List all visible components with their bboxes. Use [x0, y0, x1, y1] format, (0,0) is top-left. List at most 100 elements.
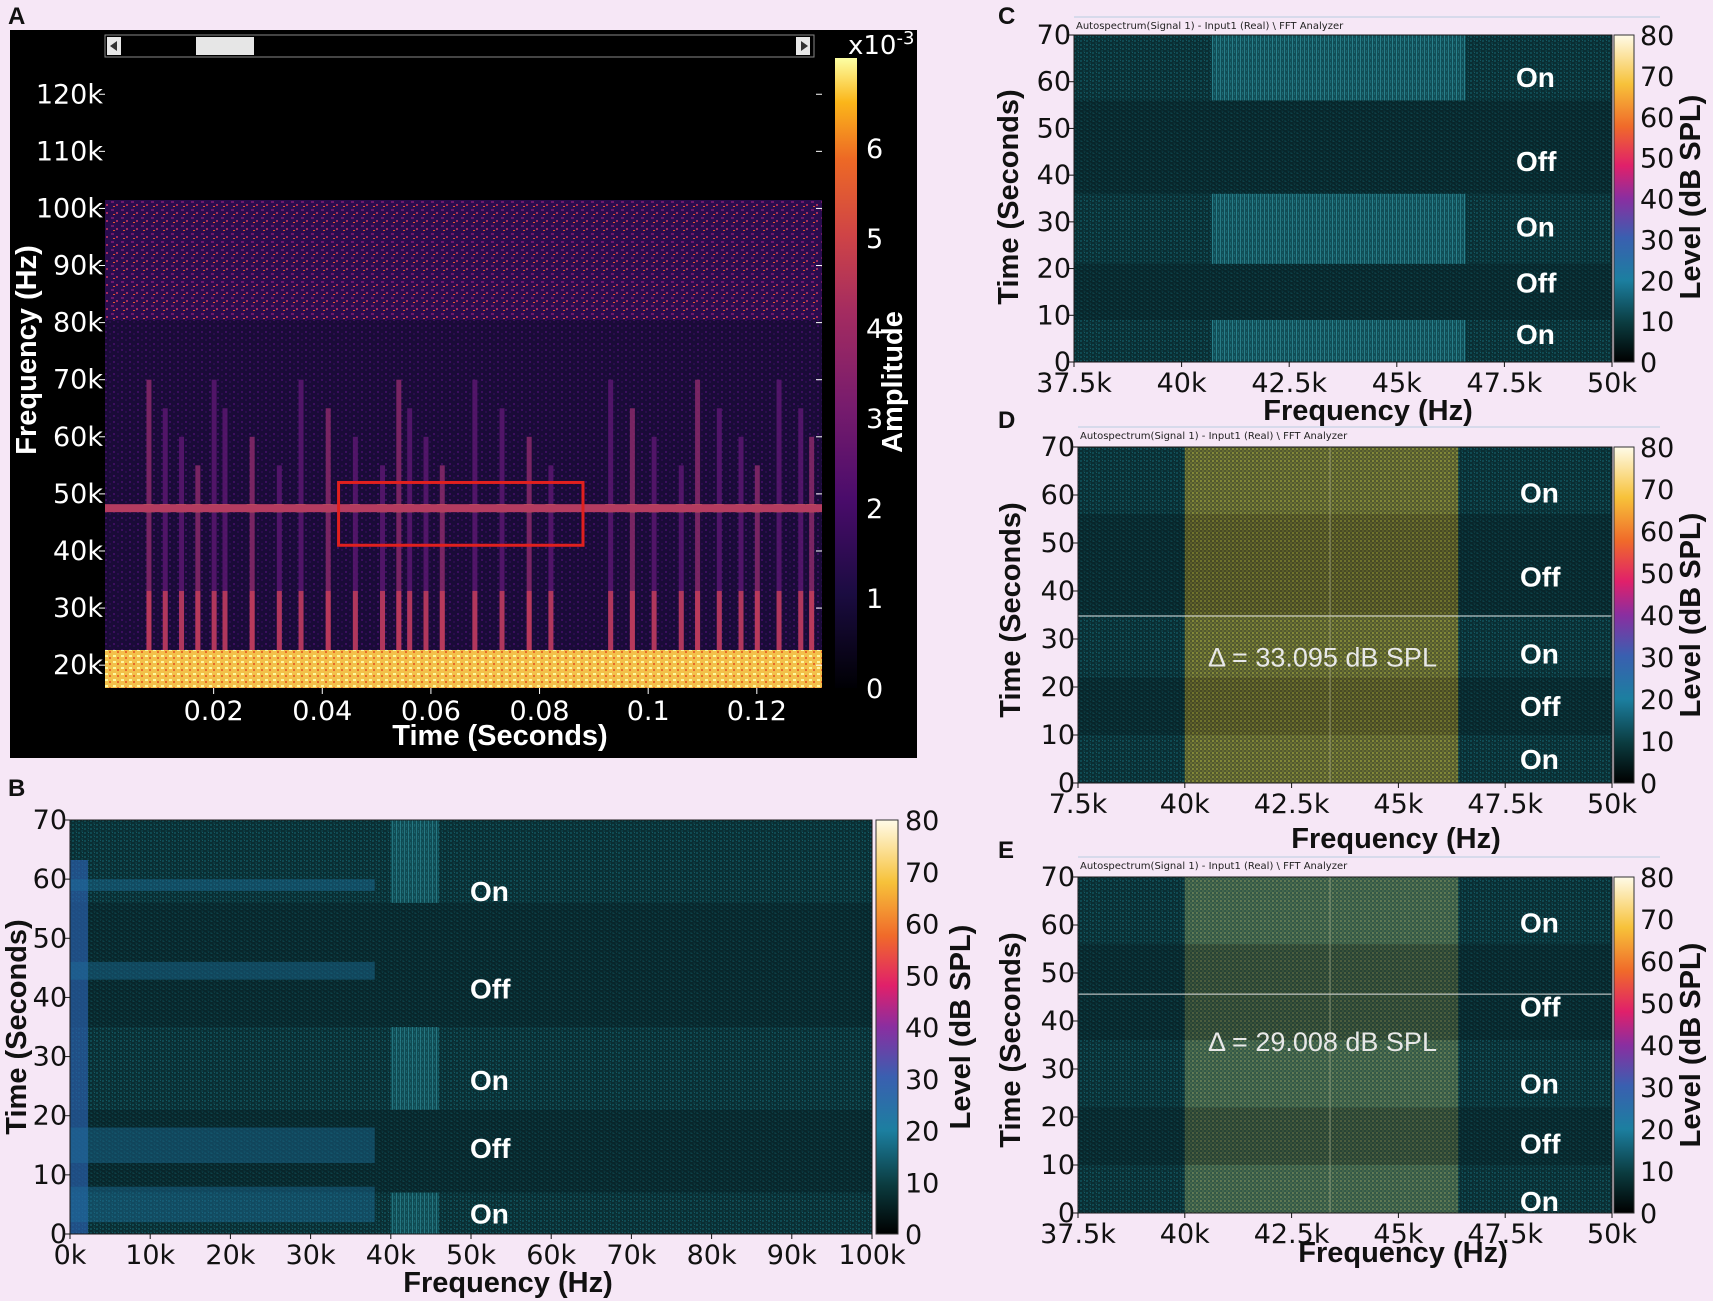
pulse-streak [396, 379, 402, 654]
y-tick-label: 40 [1041, 576, 1075, 607]
y-tick-label: 20 [1041, 672, 1075, 703]
y-tick-label: 50 [33, 923, 67, 954]
panel-a-scrollbar[interactable] [104, 34, 815, 58]
pulse-streak-base [407, 590, 413, 654]
tone-on-region [390, 1027, 439, 1110]
colorbar-tick-label: 0 [905, 1220, 922, 1251]
panel-e-states: On Off On Off On [1520, 908, 1561, 1217]
pulse-streak [754, 465, 760, 654]
colorbar-tick-label: 50 [1640, 989, 1674, 1020]
x-tick-label: 47.5k [1467, 789, 1543, 820]
x-tick-label: 45k [1373, 789, 1423, 820]
colorbar-tick-label: 40 [905, 1013, 939, 1044]
selected-band [1184, 877, 1459, 1213]
panel-label-e: E [998, 837, 1014, 864]
panel-b-colorbar [875, 819, 899, 1235]
pulse-streak-base [716, 590, 722, 654]
colorbar-tick-label: 10 [1640, 307, 1674, 338]
pulse-streak [211, 379, 217, 654]
panel-a-colorbar-label: Amplitude [877, 311, 909, 453]
panel-a-empty-region [105, 60, 822, 200]
state-label: Off [1516, 268, 1557, 299]
colorbar-tick-label: 5 [866, 224, 883, 255]
x-tick-label: 50k [1587, 789, 1637, 820]
state-label: On [1516, 319, 1555, 350]
colorbar-tick-label: 10 [1640, 1157, 1674, 1188]
pulse-streak [809, 436, 815, 654]
tone-on-region [1211, 319, 1466, 362]
x-tick-label: 40k [366, 1240, 416, 1271]
panel-b-y-ticks: 0 10 20 30 40 50 60 70 [33, 805, 70, 1250]
y-tick-label: 50 [1037, 113, 1071, 144]
y-tick-label: 60 [1041, 910, 1075, 941]
pulse-streak-base [738, 590, 744, 654]
pulse-streak-base [179, 590, 185, 654]
y-tick-label: 30 [1041, 624, 1075, 655]
pulse-streak-base [249, 590, 255, 654]
y-tick-label: 80k [53, 308, 103, 339]
colorbar-tick-label: 50 [1640, 144, 1674, 175]
pulse-streak-base [472, 590, 478, 654]
panel-c-header: Autospectrum(Signal 1) - Input1 (Real) \… [1076, 21, 1344, 32]
panel-d-colorbar [1613, 446, 1635, 784]
tone-on-region [390, 820, 439, 903]
pulse-streak [716, 408, 722, 654]
colorbar-tick-label: 20 [905, 1117, 939, 1148]
y-tick-label: 110k [36, 136, 104, 167]
colorbar-tick-label: 70 [1640, 475, 1674, 506]
panel-e-colorbar [1613, 876, 1635, 1214]
panel-c-plot [1073, 34, 1613, 363]
panel-a-high-noise [105, 200, 822, 320]
x-tick-label: 0k [54, 1240, 87, 1271]
pulse-streak [608, 379, 614, 654]
panel-d-states: On Off On Off On [1520, 478, 1561, 775]
y-tick-label: 10 [33, 1160, 67, 1191]
y-tick-label: 70 [1037, 20, 1071, 51]
scrollbar-track[interactable] [104, 34, 815, 58]
panel-a-tone-line [105, 504, 822, 513]
plot-frame [1077, 446, 1613, 784]
panel-c-y-label: Time (Seconds) [993, 89, 1025, 304]
colorbar-tick-label: 80 [905, 806, 939, 837]
colorbar-tick-label: 0 [866, 674, 883, 705]
pulse-streak [472, 379, 478, 654]
y-tick-label: 10 [1041, 720, 1075, 751]
state-label: On [1520, 744, 1559, 775]
pulse-streak [179, 436, 185, 654]
y-tick-label: 70 [1041, 432, 1075, 463]
y-tick-label: 120k [36, 79, 104, 110]
y-tick-label: 60 [33, 864, 67, 895]
colorbar-tick-label: 4 [866, 314, 883, 345]
x-tick-label: 37.5k [1036, 368, 1112, 399]
colorbar-tick-label: 80 [1640, 433, 1674, 464]
x-tick-label: 47.5k [1467, 368, 1543, 399]
pulse-streak-base [608, 590, 614, 654]
colorbar-tick-label: 20 [1640, 1115, 1674, 1146]
x-tick-label: 40k [1160, 1219, 1210, 1250]
off-period-shade [70, 902, 872, 1027]
y-tick-label: 10 [1037, 300, 1071, 331]
pulse-streak-base [146, 590, 152, 654]
state-label: On [470, 1065, 509, 1096]
x-tick-label: 70k [606, 1240, 656, 1271]
pulse-streak-base [629, 590, 635, 654]
panel-b-plot [69, 819, 873, 1235]
panel-a-colorbar [835, 58, 857, 688]
colorbar-tick-label: 80 [1640, 21, 1674, 52]
panel-c-states: On Off On Off On [1516, 62, 1557, 350]
pulse-streak-base [754, 590, 760, 654]
band-off-shade [1184, 514, 1459, 615]
pulse-streak-base [298, 590, 304, 654]
scrollbar-thumb[interactable] [196, 37, 254, 55]
low-frequency-noise [70, 860, 88, 1234]
state-label: Off [1520, 992, 1561, 1023]
y-tick-label: 0 [1054, 347, 1071, 378]
pulse-streak [276, 465, 282, 654]
panel-d-colorbar-ticks: 0 10 20 30 40 50 60 70 80 [1640, 433, 1674, 800]
panel-e-colorbar-label: Level (dB SPL) [1675, 943, 1707, 1148]
x-tick-label: 20k [205, 1240, 255, 1271]
pulse-streak-base [809, 590, 815, 654]
y-tick-label: 20 [1037, 254, 1071, 285]
state-label: On [1520, 908, 1559, 939]
